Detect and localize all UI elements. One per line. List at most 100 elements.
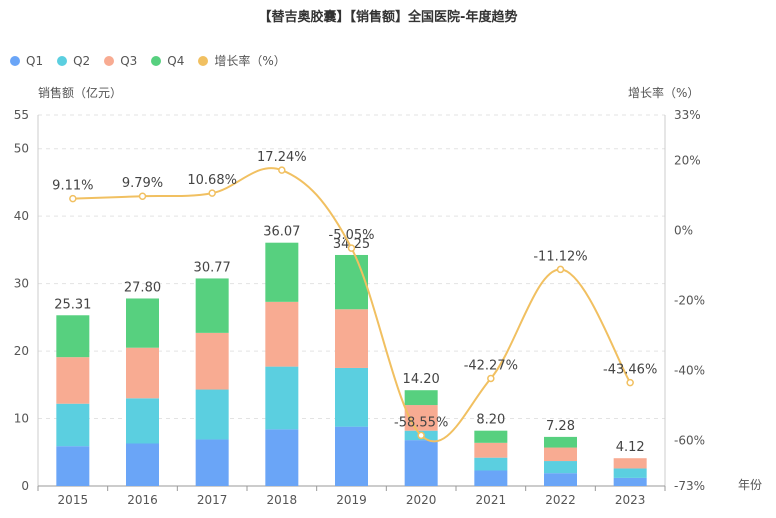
bar-q4-2021 xyxy=(474,430,508,443)
total-label-2023: 4.12 xyxy=(616,440,645,455)
y-tick-label-1: 10 xyxy=(14,412,29,426)
x-tick-label-3: 2018 xyxy=(267,493,298,507)
growth-label-2016: 9.79% xyxy=(122,176,163,191)
bar-q3-2022 xyxy=(544,447,577,462)
bar-q3-2016 xyxy=(126,347,159,399)
bar-q2-2016 xyxy=(126,398,159,444)
growth-point-2018 xyxy=(278,166,286,174)
bar-q2-2019 xyxy=(335,367,368,427)
legend-label-q1: Q1 xyxy=(26,53,44,68)
bar-q2-2018 xyxy=(265,366,299,430)
y2-tick-label-0: 33% xyxy=(674,108,701,122)
y-tick-label-5: 50 xyxy=(14,142,29,156)
legend-item-growth[interactable]: 增长率（%） xyxy=(198,52,286,69)
growth-point-2017 xyxy=(208,189,216,197)
bar-q4-2019 xyxy=(335,254,368,310)
y2-tick-label-3: -20% xyxy=(674,294,705,308)
y2-tick-label-1: 20% xyxy=(674,154,701,168)
bar-q4-2016 xyxy=(126,298,159,348)
y2-tick-label-6: -73% xyxy=(674,479,705,493)
bar-q2-2021 xyxy=(474,457,508,471)
bar-q4-2018 xyxy=(265,242,299,302)
total-label-2020: 14.20 xyxy=(403,372,440,387)
growth-point-2023 xyxy=(626,378,634,387)
bar-q2-2015 xyxy=(56,403,90,447)
growth-point-2022 xyxy=(556,265,565,274)
total-label-2022: 7.28 xyxy=(546,419,575,434)
bar-q3-2017 xyxy=(195,332,229,390)
legend-item-q2[interactable]: Q2 xyxy=(57,54,90,68)
x-axis-title: 年份 xyxy=(738,478,763,492)
y-axis-title: 销售额（亿元） xyxy=(38,86,123,100)
x-tick-label-7: 2022 xyxy=(545,493,576,507)
total-label-2015: 25.31 xyxy=(54,297,91,312)
y-tick-label-0: 0 xyxy=(21,479,29,493)
bar-q3-2015 xyxy=(56,357,90,404)
x-tick-label-0: 2015 xyxy=(58,493,89,507)
x-tick-label-6: 2021 xyxy=(476,493,507,507)
legend-item-q4[interactable]: Q4 xyxy=(151,54,184,68)
growth-label-2023: -43.46% xyxy=(603,363,657,378)
total-label-2016: 27.80 xyxy=(124,280,161,295)
bar-q4-2020 xyxy=(404,390,438,406)
growth-point-2021 xyxy=(487,374,495,383)
bar-q4-2015 xyxy=(56,315,90,358)
legend-label-growth: 增长率（%） xyxy=(214,54,286,68)
bar-q4-2022 xyxy=(544,436,577,448)
legend-item-q3[interactable]: Q3 xyxy=(104,54,137,68)
bar-q1-2016 xyxy=(126,443,159,486)
legend-label-q4: Q4 xyxy=(167,53,185,68)
bar-q1-2019 xyxy=(335,426,368,486)
total-label-2017: 30.77 xyxy=(194,260,231,275)
x-tick-label-2: 2017 xyxy=(197,493,228,507)
growth-point-2016 xyxy=(138,192,147,200)
bar-q2-2023 xyxy=(613,468,647,478)
growth-label-2018: 17.24% xyxy=(257,150,307,165)
bar-q3-2021 xyxy=(474,442,508,458)
growth-label-2020: -58.55% xyxy=(394,415,448,430)
legend-item-q1[interactable]: Q1 xyxy=(10,54,43,68)
growth-label-2017: 10.68% xyxy=(187,173,237,188)
y2-tick-label-4: -40% xyxy=(674,364,705,378)
growth-point-2015 xyxy=(69,194,77,203)
y-tick-label-6: 55 xyxy=(14,108,29,122)
x-tick-label-5: 2020 xyxy=(406,493,437,507)
bar-q1-2023 xyxy=(613,477,647,486)
total-label-2021: 8.20 xyxy=(476,413,505,428)
y-tick-label-4: 40 xyxy=(14,209,29,223)
y2-tick-label-2: 0% xyxy=(674,224,693,238)
legend-label-q2: Q2 xyxy=(73,53,91,68)
y-tick-label-3: 30 xyxy=(14,277,29,291)
legend-marker-growth xyxy=(198,55,209,66)
x-tick-label-4: 2019 xyxy=(336,493,367,507)
bar-q1-2022 xyxy=(544,473,577,486)
x-tick-label-1: 2016 xyxy=(127,493,158,507)
chart-title: 【替吉奥胶囊】【销售额】全国医院-年度趋势 xyxy=(258,10,518,25)
growth-label-2022: -11.12% xyxy=(533,249,587,264)
y2-tick-label-5: -60% xyxy=(674,434,705,448)
bar-q2-2017 xyxy=(195,389,229,440)
bar-q1-2017 xyxy=(195,439,229,486)
legend-marker-q1 xyxy=(10,55,20,66)
legend-marker-q3 xyxy=(104,55,115,66)
growth-rate-line xyxy=(72,167,632,443)
total-label-2018: 36.07 xyxy=(263,225,300,240)
bar-q3-2019 xyxy=(335,309,368,368)
bar-q3-2018 xyxy=(265,301,299,367)
bar-q1-2015 xyxy=(56,446,90,486)
bar-q3-2023 xyxy=(613,458,647,469)
legend: Q1 Q2 Q3 Q4 增长率（%） xyxy=(10,52,300,69)
y2-axis-title: 增长率（%） xyxy=(628,86,700,100)
legend-marker-q2 xyxy=(57,55,68,66)
growth-label-2021: -42.27% xyxy=(464,358,518,373)
bar-q4-2017 xyxy=(195,278,229,333)
bar-q2-2022 xyxy=(544,461,577,474)
y-tick-label-2: 20 xyxy=(14,344,29,358)
bar-q1-2020 xyxy=(404,440,438,486)
growth-label-2015: 9.11% xyxy=(52,179,93,194)
growth-point-2019 xyxy=(347,244,356,252)
x-tick-label-8: 2023 xyxy=(615,493,646,507)
bar-q1-2018 xyxy=(265,429,299,486)
legend-label-q3: Q3 xyxy=(120,53,138,68)
